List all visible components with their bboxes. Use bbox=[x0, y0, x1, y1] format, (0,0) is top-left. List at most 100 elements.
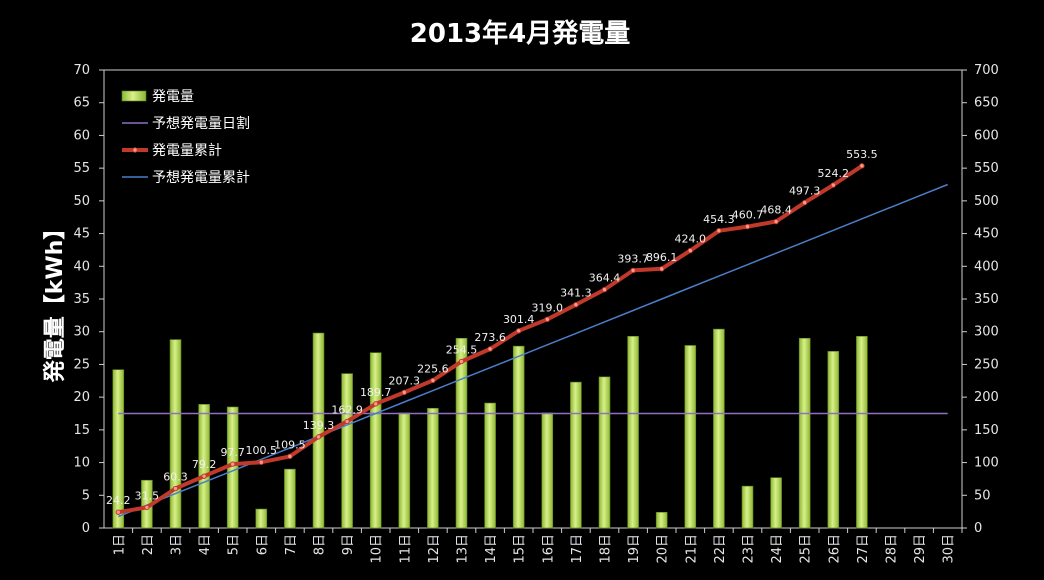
bar-day-14 bbox=[484, 402, 496, 529]
x-tick-label: 28日 bbox=[885, 534, 900, 564]
cumulative-point-1 bbox=[115, 509, 122, 515]
x-tick-label: 27日 bbox=[856, 534, 871, 564]
cumulative-point-15 bbox=[516, 328, 522, 334]
left-tick-label: 55 bbox=[73, 161, 90, 176]
x-tick-label: 25日 bbox=[799, 534, 814, 564]
cumulative-data-label: 460.7 bbox=[732, 209, 764, 222]
right-tick-label: 450 bbox=[974, 227, 999, 242]
cumulative-data-label: 79.2 bbox=[192, 458, 217, 471]
x-tick-label: 26日 bbox=[827, 534, 842, 564]
cumulative-point-14 bbox=[487, 346, 493, 352]
cumulative-point-12 bbox=[430, 377, 436, 384]
bar-day-27 bbox=[856, 335, 868, 529]
right-tick-label: 200 bbox=[974, 390, 999, 405]
cumulative-data-label: 225.6 bbox=[417, 362, 449, 375]
bar-day-15 bbox=[512, 345, 525, 529]
legend-label: 発電量累計 bbox=[152, 143, 222, 159]
x-tick-label: 15日 bbox=[513, 534, 528, 564]
cumulative-point-16 bbox=[544, 316, 550, 322]
right-tick-label: 300 bbox=[974, 325, 999, 340]
x-tick-label: 30日 bbox=[942, 534, 957, 564]
bar-day-18 bbox=[598, 376, 611, 529]
bar-day-12 bbox=[427, 407, 439, 529]
cumulative-data-label: 301.4 bbox=[503, 313, 535, 326]
cumulative-data-label: 424.0 bbox=[675, 233, 707, 246]
bar-day-6 bbox=[255, 508, 268, 529]
bar-day-10 bbox=[369, 352, 382, 529]
cumulative-data-label: 139.3 bbox=[303, 419, 335, 432]
cumulative-data-label: 31.5 bbox=[135, 489, 160, 502]
right-axis-ticks: 0 50 100 150 200 250 300 350 400 450 500 550 600 650 7… bbox=[962, 63, 999, 536]
cumulative-point-26 bbox=[830, 182, 836, 188]
bar-day-19 bbox=[627, 335, 639, 529]
left-tick-label: 65 bbox=[73, 96, 90, 111]
x-tick-label: 16日 bbox=[541, 534, 556, 564]
cumulative-point-7 bbox=[287, 453, 293, 460]
left-tick-label: 60 bbox=[73, 128, 90, 143]
left-tick-label: 35 bbox=[73, 292, 90, 307]
cumulative-point-13 bbox=[458, 358, 465, 365]
x-tick-label: 22日 bbox=[713, 534, 728, 564]
cumulative-point-20 bbox=[659, 266, 665, 272]
cumulative-data-label: 553.5 bbox=[846, 148, 878, 161]
left-tick-label: 45 bbox=[73, 227, 90, 242]
right-tick-label: 500 bbox=[974, 194, 999, 209]
cumulative-data-label: 162.9 bbox=[331, 403, 363, 416]
left-tick-label: 15 bbox=[73, 423, 90, 438]
y-axis-label: 発電量【kWh】 bbox=[43, 218, 68, 384]
legend-swatch-cumulative-marker bbox=[132, 147, 138, 153]
x-tick-label: 14日 bbox=[484, 534, 499, 564]
cumulative-data-label: 273.6 bbox=[474, 331, 506, 344]
x-tick-label: 11日 bbox=[398, 534, 413, 564]
x-tick-label: 17日 bbox=[570, 534, 585, 564]
cumulative-data-label: 254.5 bbox=[446, 343, 478, 356]
bar-day-3 bbox=[169, 339, 182, 529]
cumulative-point-18 bbox=[601, 286, 608, 293]
cumulative-point-17 bbox=[573, 301, 579, 308]
x-tick-label: 4日 bbox=[198, 534, 213, 555]
right-tick-label: 700 bbox=[974, 63, 999, 78]
right-tick-label: 350 bbox=[974, 292, 999, 307]
cumulative-point-5 bbox=[230, 461, 236, 467]
line-series bbox=[115, 163, 948, 518]
cumulative-point-21 bbox=[687, 247, 693, 254]
bar-day-11 bbox=[398, 412, 411, 529]
cumulative-point-27 bbox=[859, 163, 865, 169]
cumulative-data-label: 364.4 bbox=[589, 272, 621, 285]
cumulative-data-label: 454.3 bbox=[703, 213, 735, 226]
x-tick-label: 19日 bbox=[627, 534, 642, 564]
bar-series bbox=[112, 328, 868, 529]
x-tick-label: 23日 bbox=[742, 534, 757, 564]
right-tick-label: 100 bbox=[974, 456, 999, 471]
right-tick-label: 650 bbox=[974, 96, 999, 111]
cumulative-point-3 bbox=[172, 485, 179, 492]
cumulative-data-label: 109.5 bbox=[274, 438, 306, 451]
legend-label: 予想発電量累計 bbox=[152, 170, 250, 186]
x-tick-label: 29日 bbox=[913, 534, 928, 564]
bar-day-21 bbox=[684, 345, 697, 529]
left-tick-label: 30 bbox=[73, 325, 90, 340]
x-tick-label: 6日 bbox=[255, 534, 270, 555]
x-tick-label: 9日 bbox=[341, 534, 356, 555]
right-tick-label: 50 bbox=[974, 488, 991, 503]
right-tick-label: 550 bbox=[974, 161, 999, 176]
bar-day-20 bbox=[655, 511, 668, 529]
bar-day-13 bbox=[455, 337, 468, 529]
cumulative-data-label: 341.3 bbox=[560, 287, 592, 300]
x-tick-label: 1日 bbox=[112, 534, 127, 555]
cumulative-data-label: 97.7 bbox=[220, 446, 245, 459]
left-tick-label: 50 bbox=[73, 194, 90, 209]
cumulative-data-label: 100.5 bbox=[246, 444, 278, 457]
cumulative-point-24 bbox=[773, 218, 779, 225]
cumulative-point-6 bbox=[258, 459, 264, 465]
x-tick-label: 7日 bbox=[284, 534, 299, 555]
cumulative-point-25 bbox=[802, 199, 808, 206]
chart-title: 2013年4月発電量 bbox=[410, 18, 630, 49]
right-tick-label: 150 bbox=[974, 423, 999, 438]
cumulative-point-8 bbox=[315, 434, 322, 440]
x-tick-label: 20日 bbox=[656, 534, 671, 564]
cumulative-data-label: 207.3 bbox=[389, 374, 421, 387]
bar-day-8 bbox=[312, 332, 325, 529]
